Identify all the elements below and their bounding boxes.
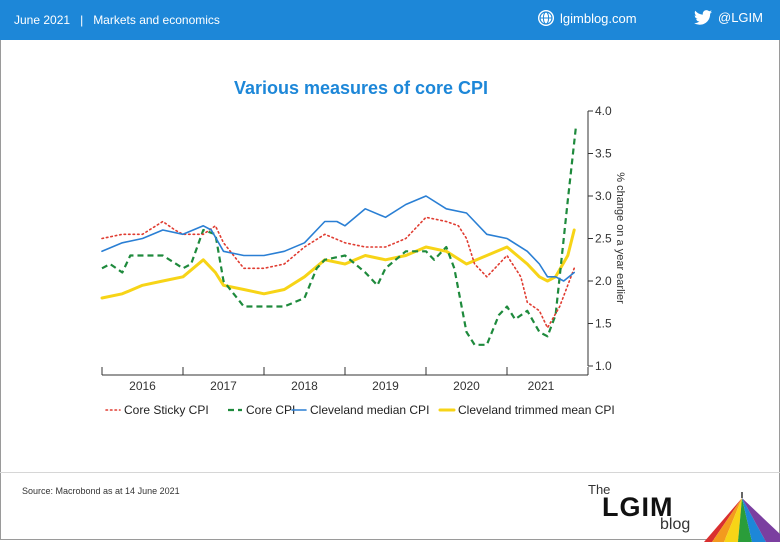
- legend-label: Core CPI: [246, 403, 295, 417]
- series-line-cleveland-median-cpi: [101, 195, 575, 282]
- legend-label: Cleveland median CPI: [310, 403, 429, 417]
- globe-icon: [538, 10, 554, 26]
- header-section-link[interactable]: Markets and economics: [93, 13, 220, 27]
- twitter-bird-icon: [694, 10, 712, 25]
- site-link[interactable]: lgimblog.com: [538, 10, 637, 26]
- chart-series: [100, 127, 577, 346]
- header-bar: June 2021 | Markets and economics lgimblog…: [0, 0, 780, 40]
- logo-the: The: [588, 482, 611, 497]
- x-tick-label: 2018: [291, 379, 318, 393]
- lgim-blog-logo: The LGIM blog: [576, 480, 780, 542]
- y-tick-label: 4.0: [595, 104, 612, 118]
- y-axis-title: % change on a year earlier: [614, 172, 626, 304]
- umbrella-icon: [704, 492, 780, 542]
- series-line-cleveland-trimmed-mean-cpi: [100, 228, 576, 300]
- legend-label: Cleveland trimmed mean CPI: [458, 403, 615, 417]
- header-date: June 2021: [14, 13, 71, 27]
- twitter-link[interactable]: @LGIM: [694, 10, 763, 25]
- x-tick-label: 2017: [210, 379, 237, 393]
- source-note: Source: Macrobond as at 14 June 2021: [22, 486, 180, 496]
- header-separator: |: [80, 13, 84, 27]
- chart-axes: 1.0 1.5 2.0 2.5 3.0 3.5 4.0 % change on a year …: [101, 104, 626, 393]
- series-line-core-cpi: [101, 127, 577, 346]
- core-cpi-chart: 1.0 1.5 2.0 2.5 3.0 3.5 4.0 % change on a year …: [100, 104, 626, 417]
- x-tick-label: 2016: [129, 379, 156, 393]
- y-tick-label: 2.5: [595, 232, 612, 246]
- y-tick-label: 1.0: [595, 359, 612, 373]
- x-tick-label: 2021: [528, 379, 555, 393]
- x-tick-label: 2020: [453, 379, 480, 393]
- chart-title: Various measures of core CPI: [233, 78, 489, 98]
- logo-blog: blog: [660, 516, 691, 533]
- site-label: lgimblog.com: [560, 10, 637, 26]
- x-tick-label: 2019: [372, 379, 399, 393]
- logo-main: LGIM: [602, 492, 674, 522]
- chart-legend: Core Sticky CPI Core CPI Cleveland median …: [105, 403, 615, 417]
- y-tick-label: 1.5: [595, 317, 612, 331]
- y-tick-label: 2.0: [595, 274, 612, 288]
- legend-label: Core Sticky CPI: [124, 403, 209, 417]
- y-tick-label: 3.5: [595, 147, 612, 161]
- series-line-core-sticky-cpi: [101, 216, 575, 329]
- footer-divider: [0, 472, 780, 473]
- header-breadcrumb: June 2021 | Markets and economics: [14, 13, 220, 27]
- y-tick-label: 3.0: [595, 189, 612, 203]
- twitter-handle: @LGIM: [718, 10, 763, 25]
